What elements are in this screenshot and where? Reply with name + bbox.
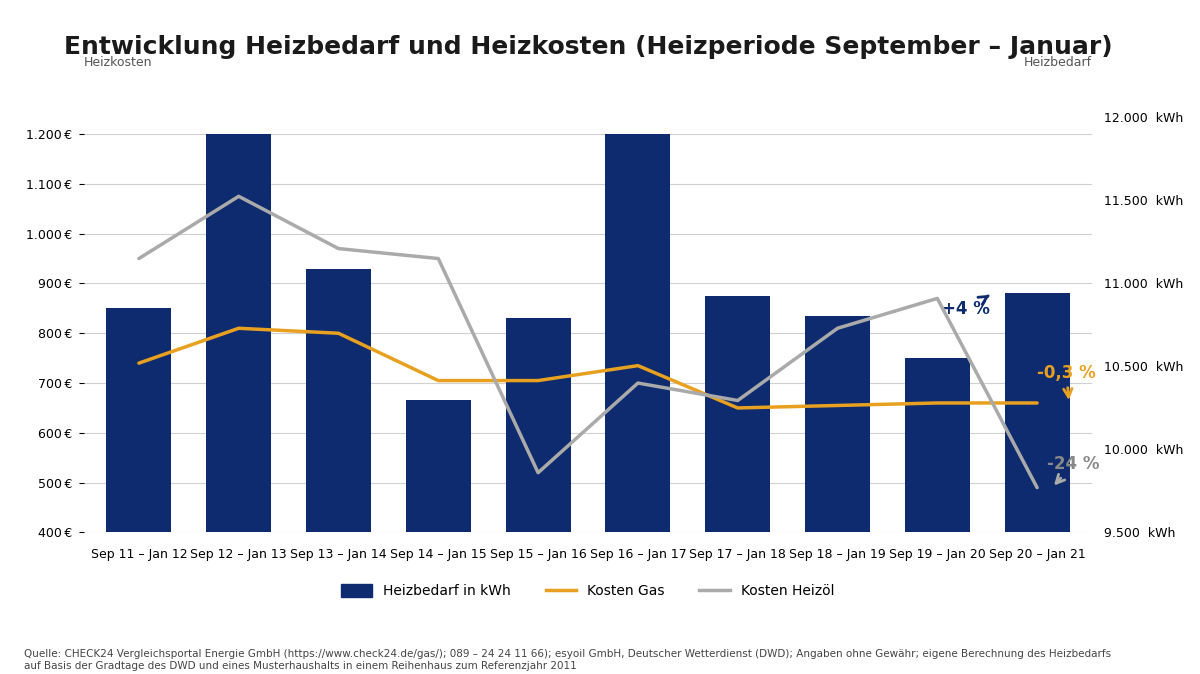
- Text: -0,3 %: -0,3 %: [1037, 364, 1096, 397]
- Bar: [107, 309, 172, 674]
- Bar: [706, 296, 770, 674]
- Bar: [206, 134, 271, 674]
- Bar: [406, 400, 470, 674]
- Bar: [805, 316, 870, 674]
- Legend: Heizbedarf in kWh, Kosten Gas, Kosten Heizöl: Heizbedarf in kWh, Kosten Gas, Kosten He…: [336, 579, 840, 604]
- Text: +4 %: +4 %: [942, 296, 990, 318]
- Text: -24 %: -24 %: [1048, 455, 1099, 483]
- Text: Quelle: CHECK24 Vergleichsportal Energie GmbH (https://www.check24.de/gas/); 089: Quelle: CHECK24 Vergleichsportal Energie…: [24, 649, 1111, 671]
- Bar: [505, 318, 570, 674]
- Text: Heizkosten: Heizkosten: [84, 55, 152, 69]
- Bar: [905, 358, 970, 674]
- Title: Entwicklung Heizbedarf und Heizkosten (Heizperiode September – Januar): Entwicklung Heizbedarf und Heizkosten (H…: [64, 34, 1112, 59]
- Bar: [1004, 293, 1069, 674]
- Bar: [306, 268, 371, 674]
- Bar: [606, 134, 671, 674]
- Text: Heizbedarf: Heizbedarf: [1024, 55, 1092, 69]
